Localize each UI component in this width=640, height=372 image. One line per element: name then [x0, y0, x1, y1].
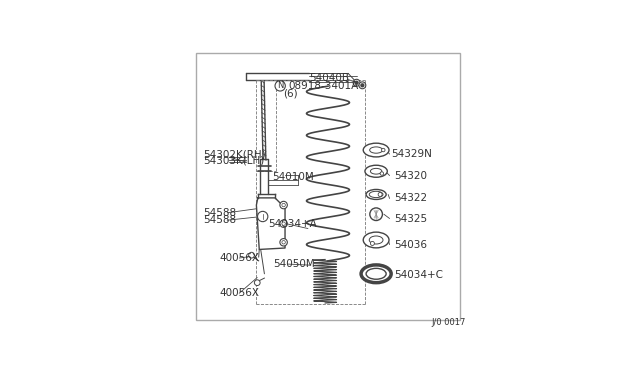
Text: 54034+A: 54034+A	[268, 219, 317, 229]
Text: 54322: 54322	[394, 193, 427, 203]
Text: 54303K(LH): 54303K(LH)	[203, 155, 264, 166]
Ellipse shape	[364, 232, 389, 248]
Circle shape	[355, 81, 358, 84]
Circle shape	[282, 203, 285, 207]
Ellipse shape	[371, 169, 382, 174]
Text: 54010M: 54010M	[272, 172, 314, 182]
Text: 54325: 54325	[394, 214, 427, 224]
Circle shape	[249, 252, 254, 258]
Text: 54040B: 54040B	[309, 73, 349, 83]
Circle shape	[275, 81, 285, 91]
Circle shape	[371, 241, 374, 246]
Text: 54036: 54036	[394, 240, 427, 250]
Circle shape	[280, 220, 287, 227]
Circle shape	[280, 201, 287, 209]
Text: 54588: 54588	[203, 208, 236, 218]
Circle shape	[359, 82, 366, 89]
Circle shape	[378, 192, 382, 196]
Text: 40056X: 40056X	[219, 253, 259, 263]
Ellipse shape	[364, 143, 389, 157]
Text: (6): (6)	[284, 88, 298, 98]
Ellipse shape	[369, 191, 383, 198]
Circle shape	[280, 238, 287, 246]
Ellipse shape	[370, 147, 383, 153]
Text: 54034+C: 54034+C	[394, 270, 443, 280]
Circle shape	[353, 79, 360, 86]
Ellipse shape	[366, 268, 386, 279]
Circle shape	[381, 148, 385, 152]
Ellipse shape	[366, 189, 386, 199]
Ellipse shape	[361, 265, 391, 283]
Text: 40056X: 40056X	[219, 288, 259, 298]
Circle shape	[257, 211, 268, 222]
Text: 54588: 54588	[203, 215, 236, 225]
Circle shape	[380, 172, 383, 175]
FancyBboxPatch shape	[196, 53, 460, 320]
Circle shape	[282, 241, 285, 244]
Circle shape	[361, 84, 364, 87]
Text: 54320: 54320	[394, 170, 427, 180]
Ellipse shape	[365, 165, 387, 177]
Circle shape	[254, 280, 260, 286]
Ellipse shape	[369, 236, 383, 244]
Text: N: N	[277, 81, 284, 90]
Text: 54329N: 54329N	[391, 149, 432, 159]
Circle shape	[370, 208, 383, 221]
Circle shape	[282, 222, 285, 225]
Text: 54050M: 54050M	[273, 259, 316, 269]
Text: 54302K(RH): 54302K(RH)	[203, 149, 266, 159]
Text: 08918-3401A: 08918-3401A	[289, 81, 359, 91]
Text: J/0 0017: J/0 0017	[431, 318, 465, 327]
